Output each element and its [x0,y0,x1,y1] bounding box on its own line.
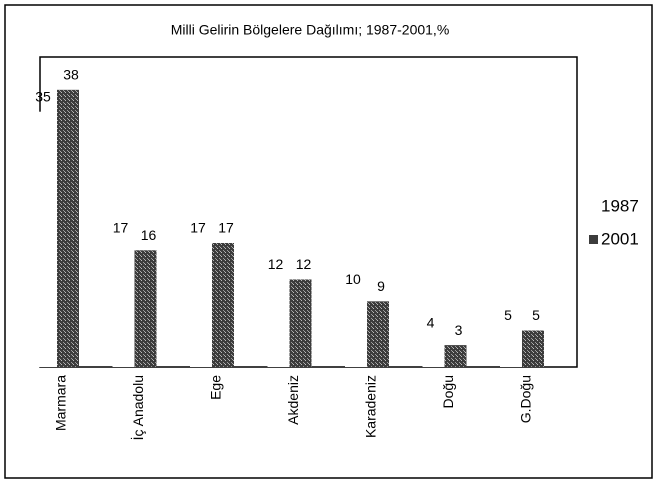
data-label: 4 [427,315,435,331]
chart-title: Milli Gelirin Bölgelere Dağılımı; 1987-2… [171,22,450,38]
bar-texture [522,330,544,367]
x-tick-label: Ege [208,375,224,400]
legend-label: 2001 [601,229,639,248]
data-label: 16 [141,227,157,243]
legend-swatch [589,202,598,211]
bar [35,111,57,368]
x-tick-label: Karadeniz [363,375,379,438]
data-label: 17 [190,220,206,236]
data-label: 5 [504,307,512,323]
bar [190,243,212,367]
x-tick-label: Doğu [440,375,456,408]
bar [345,294,367,367]
bar-texture [367,301,389,367]
x-tick-label: Marmara [53,375,69,431]
x-tick-label: Akdeniz [285,375,301,425]
bar [422,337,445,367]
outer-border [4,4,653,479]
data-label: 12 [268,256,284,272]
bar [500,330,522,367]
data-label: 9 [377,278,385,294]
bar-texture [444,345,467,367]
data-label: 38 [63,67,79,83]
bar-texture [134,250,157,367]
bar-texture [289,279,312,367]
data-label: 3 [455,322,463,338]
x-tick-label: G.Doğu [518,375,534,423]
legend-label: 1987 [601,196,639,215]
data-label: 17 [218,220,234,236]
data-label: 35 [35,88,51,104]
x-tick-label: İç Anadolu [129,375,146,440]
data-label: 17 [113,220,129,236]
bar [267,279,290,367]
data-label: 5 [532,307,540,323]
data-label: 10 [345,271,361,287]
bar [112,243,135,367]
bar-texture [57,89,79,367]
legend-swatch [589,235,598,244]
bar-texture [212,243,234,367]
data-label: 12 [296,256,312,272]
